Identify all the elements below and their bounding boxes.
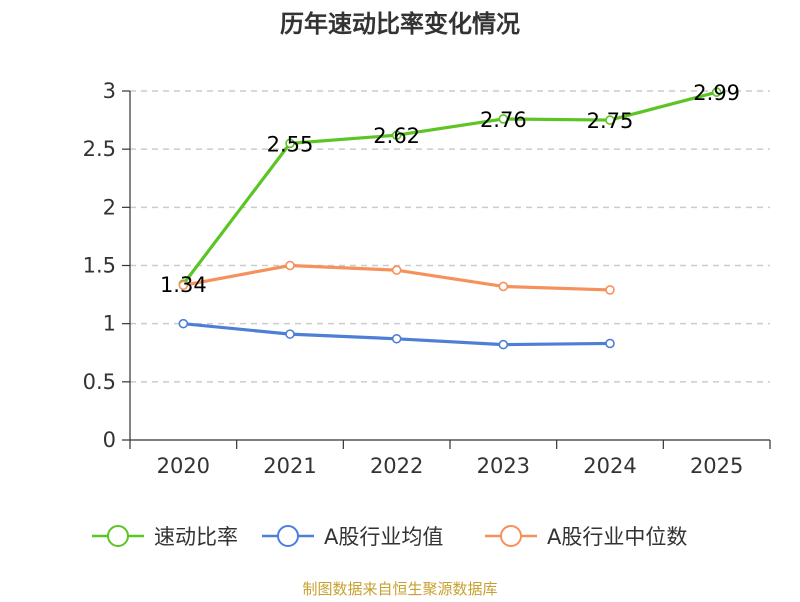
data-point: [391, 265, 402, 275]
legend-marker: [500, 525, 522, 547]
x-tick-label: 2025: [690, 454, 743, 478]
legend-item[interactable]: 速动比率: [92, 525, 238, 549]
grid-lines: [130, 90, 770, 383]
y-tick-label: 1: [103, 312, 116, 336]
legend[interactable]: 速动比率 A股行业均值 A股行业中位数: [92, 525, 687, 549]
legend-label: A股行业均值: [324, 525, 443, 549]
data-point: [498, 339, 509, 350]
data-point: [498, 114, 509, 124]
legend-label: 速动比率: [154, 525, 238, 549]
source-note: 制图数据来自恒生聚源数据库: [302, 580, 498, 598]
x-tick-label: 2023: [477, 454, 530, 478]
y-tick-label: 2.5: [83, 137, 116, 161]
data-label: 1.34: [160, 273, 207, 297]
series: [178, 87, 722, 350]
data-label: 2.62: [373, 124, 420, 148]
legend-item[interactable]: A股行业均值: [262, 525, 443, 549]
legend-marker: [277, 525, 299, 547]
data-point: [178, 280, 189, 291]
y-tick-label: 1.5: [83, 254, 116, 278]
data-point: [391, 130, 402, 141]
x-tick-label: 2024: [583, 454, 636, 478]
data-labels: 1.34 2.55 2.62 2.76 2.75 2.99: [160, 81, 740, 297]
data-label: 2.55: [267, 132, 314, 156]
axes: 0 0.5 1 1.5 2 2.5 3 2020 2021 2022 2023 2024 2025: [83, 79, 771, 478]
data-point: [285, 260, 295, 271]
legend-label: A股行业中位数: [547, 525, 687, 549]
data-point: [711, 87, 722, 97]
y-tick-label: 0: [103, 428, 116, 452]
data-point: [498, 281, 509, 292]
data-label: 2.76: [480, 108, 527, 132]
x-tick-label: 2022: [370, 454, 423, 478]
data-label: 2.99: [693, 81, 740, 105]
legend-item[interactable]: A股行业中位数: [485, 525, 687, 549]
data-point: [285, 329, 295, 339]
x-tick-label: 2021: [263, 454, 316, 478]
series-line: [181, 90, 719, 286]
chart-title: 历年速动比率变化情况: [280, 10, 520, 38]
data-point: [391, 333, 402, 344]
y-tick-label: 3: [103, 79, 116, 103]
x-tick-label: 2020: [157, 454, 210, 478]
y-tick-label: 2: [103, 195, 116, 219]
legend-marker: [107, 525, 129, 547]
data-point: [605, 338, 615, 349]
y-tick-label: 0.5: [83, 370, 116, 394]
data-point: [285, 138, 295, 149]
data-point: [605, 115, 615, 125]
data-point: [605, 285, 615, 295]
data-label: 2.75: [587, 109, 634, 133]
data-point: [178, 318, 189, 329]
